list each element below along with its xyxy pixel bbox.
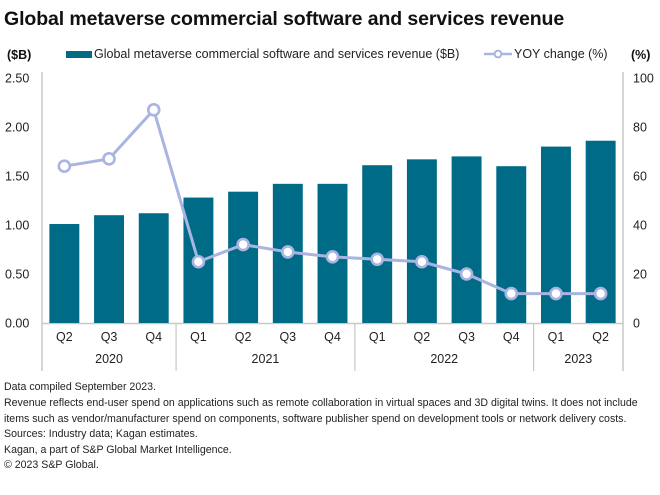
- right-y-tick-label: 20: [633, 268, 647, 282]
- footnote-kagan: Kagan, a part of S&P Global Market Intel…: [4, 443, 232, 456]
- axes-group: [41, 72, 624, 371]
- category-tick-label: Q3: [101, 330, 118, 344]
- category-tick-label: Q3: [458, 330, 475, 344]
- category-tick-label: Q2: [56, 330, 73, 344]
- year-label: 2021: [252, 352, 280, 366]
- footnote-sources: Sources: Industry data; Kagan estimates.: [4, 428, 198, 441]
- left-y-tick-label: 2.50: [5, 72, 29, 86]
- yoy-point: [146, 103, 161, 117]
- revenue-bar: [362, 165, 393, 323]
- yoy-point: [459, 267, 474, 281]
- revenue-bar: [228, 191, 259, 323]
- year-label: 2023: [564, 352, 592, 366]
- category-tick-label: Q3: [279, 330, 296, 344]
- left-y-tick-label: 2.00: [5, 121, 29, 135]
- category-tick-label: Q1: [190, 330, 207, 344]
- left-y-tick-label: 1.50: [5, 170, 29, 184]
- category-tick-label: Q2: [592, 330, 609, 344]
- revenue-bar: [94, 215, 125, 323]
- year-label: 2020: [95, 352, 123, 366]
- category-tick-label: Q2: [235, 330, 252, 344]
- yoy-point: [102, 152, 116, 166]
- yoy-point: [415, 254, 429, 269]
- yoy-point: [281, 245, 295, 259]
- revenue-bar: [138, 213, 169, 323]
- yoy-point: [57, 159, 72, 173]
- left-y-tick-label: 1.00: [5, 219, 29, 233]
- footnotes: Data compiled September 2023. Revenue re…: [4, 380, 656, 473]
- left-y-tick-label: 0.00: [5, 317, 29, 331]
- category-tick-label: Q2: [414, 330, 431, 344]
- right-y-tick-label: 0: [633, 317, 640, 331]
- yoy-point: [370, 252, 384, 267]
- left-axis-unit-label: ($B): [7, 48, 32, 62]
- revenue-bar: [451, 156, 482, 323]
- legend-label-revenue: Global metaverse commercial software and…: [94, 47, 460, 61]
- legend-item-yoy: YOY change (%): [484, 47, 608, 61]
- yoy-point: [549, 286, 563, 301]
- legend-item-revenue: Global metaverse commercial software and…: [66, 47, 459, 61]
- yoy-point: [191, 254, 206, 269]
- category-tick-label: Q4: [324, 330, 341, 344]
- right-axis-unit-label: (%): [631, 48, 651, 62]
- right-y-tick-label: 80: [633, 121, 647, 135]
- footnote-copyright: © 2023 S&P Global.: [4, 459, 99, 472]
- right-y-tick-label: 40: [633, 219, 647, 233]
- right-y-tick-label: 100: [633, 72, 654, 86]
- year-label: 2022: [430, 352, 458, 366]
- yoy-point: [325, 250, 340, 264]
- legend-line-marker-icon: [484, 49, 512, 59]
- yoy-point: [236, 237, 250, 252]
- revenue-bar: [49, 224, 80, 323]
- bars-group: [49, 140, 616, 323]
- yoy-line-group: [57, 103, 608, 301]
- category-tick-label: Q4: [145, 330, 162, 344]
- category-tick-label: Q1: [369, 330, 386, 344]
- footnote-revenue-definition: Revenue reflects end-user spend on appli…: [4, 397, 638, 425]
- yoy-point: [504, 286, 519, 301]
- category-tick-label: Q4: [503, 330, 520, 344]
- legend-label-yoy: YOY change (%): [514, 47, 608, 61]
- revenue-bar: [406, 159, 437, 323]
- left-y-tick-label: 0.50: [5, 268, 29, 282]
- footnote-data-compiled: Data compiled September 2023.: [4, 381, 156, 393]
- yoy-point: [593, 286, 608, 301]
- chart-title: Global metaverse commercial software and…: [4, 8, 565, 30]
- category-tick-label: Q1: [548, 330, 565, 344]
- legend-bar-swatch-icon: [66, 50, 92, 58]
- right-y-tick-label: 60: [633, 170, 647, 184]
